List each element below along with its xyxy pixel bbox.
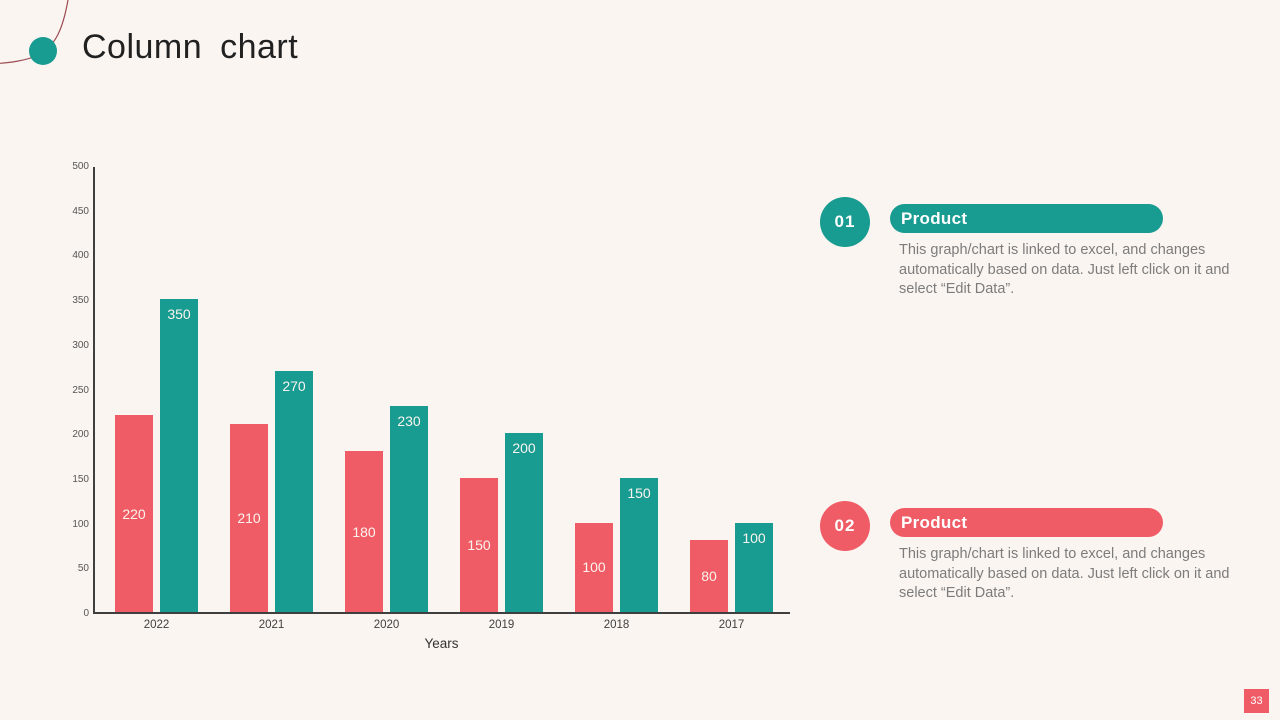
panel-label-pill: Product [890, 204, 1163, 233]
bar-2018-series2: 150 [620, 477, 658, 612]
panel-number-badge: 02 [820, 501, 870, 551]
bar-2019-series2: 200 [505, 433, 543, 612]
x-axis-tick-label: 2018 [603, 619, 630, 631]
bar-2020-series1: 180 [345, 451, 383, 612]
y-axis-tick-label: 450 [72, 205, 89, 217]
bar-value-label: 150 [627, 484, 651, 501]
bar-value-label: 100 [582, 559, 606, 576]
y-axis-tick-label: 200 [72, 429, 89, 441]
bar-value-label: 220 [122, 505, 146, 522]
y-axis-tick-label: 100 [72, 518, 89, 530]
y-axis-tick-label: 400 [72, 250, 89, 262]
bar-value-label: 180 [352, 523, 376, 540]
title-bullet-circle [29, 37, 57, 65]
bar-value-label: 100 [742, 529, 766, 546]
bar-value-label: 350 [167, 306, 191, 323]
bar-value-label: 200 [512, 440, 536, 457]
corner-decoration [0, 0, 69, 65]
x-axis-title: Years [424, 636, 459, 651]
bar-value-label: 80 [701, 568, 717, 585]
column-chart[interactable]: 0 50 100 150 200 250 300 350 400 450 500 220 210 180 1… [0, 140, 810, 680]
y-axis-tick-label: 350 [72, 295, 89, 307]
y-axis-tick-label: 0 [83, 608, 89, 619]
panel-number-badge: 01 [820, 197, 870, 247]
bar-2018-series1: 100 [575, 522, 613, 612]
y-axis-tick-label: 250 [72, 384, 89, 396]
bar-value-label: 150 [467, 536, 491, 553]
page-title: Column chart [82, 28, 299, 66]
y-axis-tick-label: 50 [77, 563, 89, 575]
x-axis-tick-label: 2020 [373, 619, 400, 631]
bar-value-label: 270 [282, 377, 306, 394]
chart-plot-area: 0 50 100 150 200 250 300 350 400 450 500 220 210 180 1… [72, 161, 790, 631]
x-axis-tick-label: 2019 [488, 619, 515, 631]
x-axis-tick-label: 2021 [258, 619, 285, 631]
bar-2022-series1: 220 [115, 415, 153, 612]
bar-2017-series1: 80 [690, 540, 728, 612]
bar-2017-series2: 100 [735, 522, 773, 612]
y-axis-tick-label: 150 [72, 473, 89, 485]
y-axis-tick-label: 300 [72, 339, 89, 351]
bar-2020-series2: 230 [390, 406, 428, 612]
bar-2021-series2: 270 [275, 370, 313, 612]
bar-2019-series1: 150 [460, 477, 498, 612]
panel-description: This graph/chart is linked to excel, and… [899, 242, 1230, 297]
x-axis-tick-label: 2017 [718, 619, 745, 631]
bar-value-label: 210 [237, 510, 261, 527]
bar-2021-series1: 210 [230, 424, 268, 612]
y-axis-tick-label: 500 [72, 161, 89, 172]
panel-description: This graph/chart is linked to excel, and… [899, 546, 1230, 601]
panel-label-pill: Product [890, 508, 1163, 537]
x-axis-tick-label: 2022 [143, 619, 170, 631]
bar-value-label: 230 [397, 413, 421, 430]
bar-2022-series2: 350 [160, 299, 198, 612]
page-number-badge: 33 [1244, 689, 1269, 713]
